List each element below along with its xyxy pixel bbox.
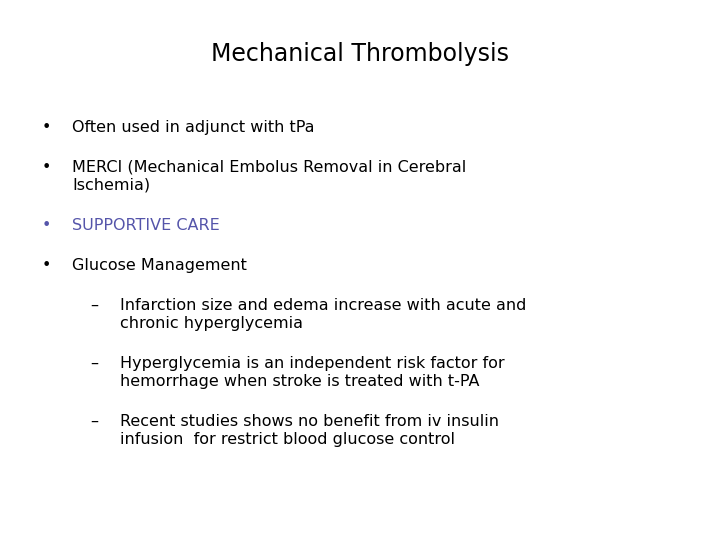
Text: SUPPORTIVE CARE: SUPPORTIVE CARE	[72, 218, 220, 233]
Text: –: –	[90, 356, 98, 371]
Text: Mechanical Thrombolysis: Mechanical Thrombolysis	[211, 42, 509, 66]
Text: Often used in adjunct with tPa: Often used in adjunct with tPa	[72, 120, 315, 135]
Text: infusion  for restrict blood glucose control: infusion for restrict blood glucose cont…	[120, 432, 455, 447]
Text: •: •	[42, 218, 51, 233]
Text: Glucose Management: Glucose Management	[72, 258, 247, 273]
Text: •: •	[42, 160, 51, 175]
Text: hemorrhage when stroke is treated with t-PA: hemorrhage when stroke is treated with t…	[120, 374, 480, 389]
Text: Ischemia): Ischemia)	[72, 178, 150, 193]
Text: –: –	[90, 298, 98, 313]
Text: MERCI (Mechanical Embolus Removal in Cerebral: MERCI (Mechanical Embolus Removal in Cer…	[72, 160, 467, 175]
Text: Recent studies shows no benefit from iv insulin: Recent studies shows no benefit from iv …	[120, 414, 499, 429]
Text: Infarction size and edema increase with acute and: Infarction size and edema increase with …	[120, 298, 526, 313]
Text: Hyperglycemia is an independent risk factor for: Hyperglycemia is an independent risk fac…	[120, 356, 505, 371]
Text: –: –	[90, 414, 98, 429]
Text: •: •	[42, 258, 51, 273]
Text: •: •	[42, 120, 51, 135]
Text: chronic hyperglycemia: chronic hyperglycemia	[120, 316, 303, 331]
